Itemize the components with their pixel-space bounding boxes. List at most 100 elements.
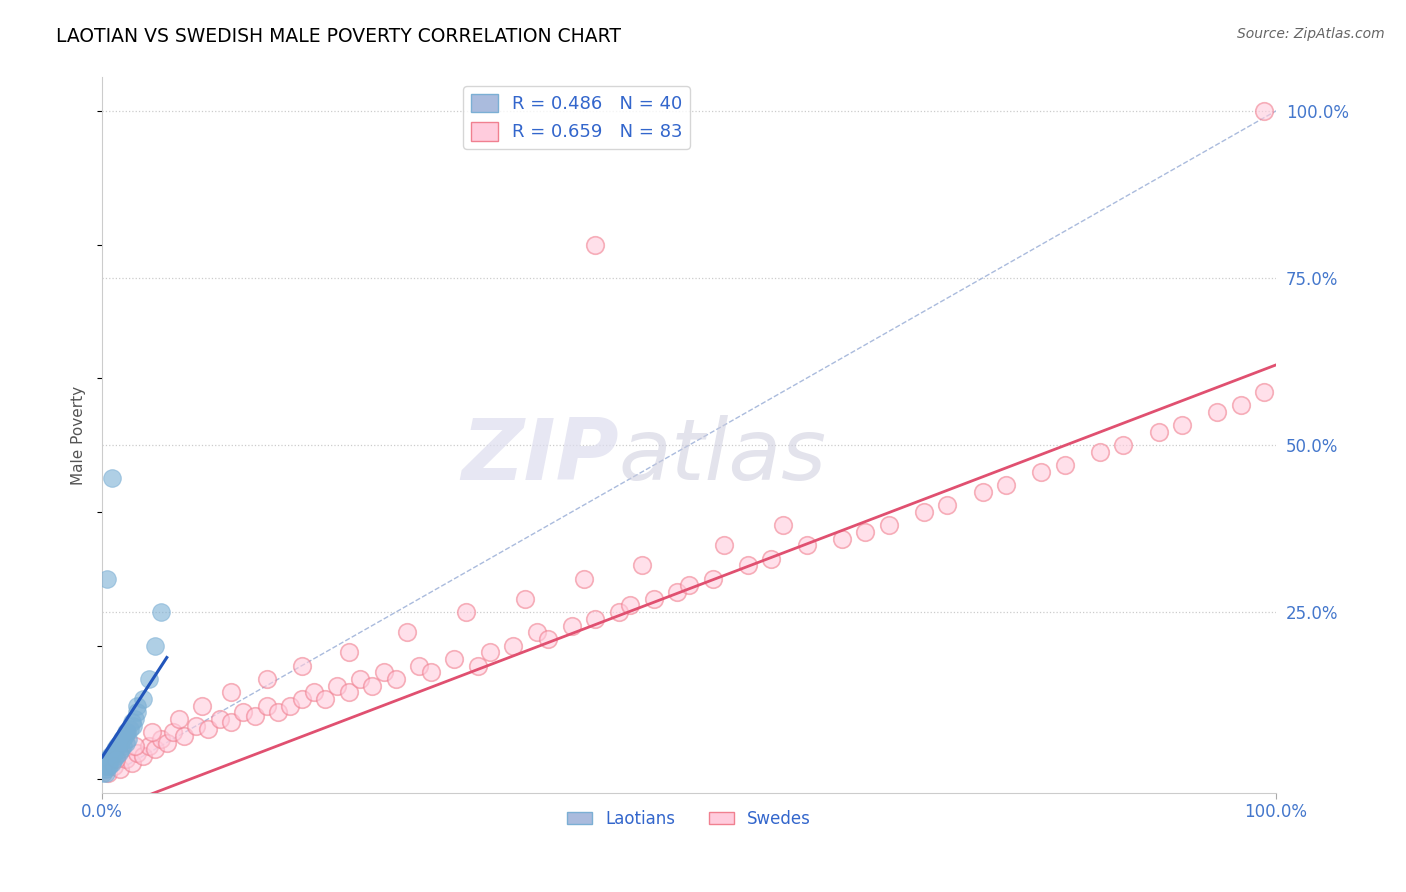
Point	[108, 762, 131, 776]
Point	[138, 739, 160, 753]
Point	[124, 712, 146, 726]
Point	[337, 685, 360, 699]
Point	[467, 658, 489, 673]
Point	[184, 719, 207, 733]
Point	[96, 572, 118, 586]
Point	[143, 639, 166, 653]
Point	[167, 712, 190, 726]
Point	[349, 672, 371, 686]
Point	[761, 551, 783, 566]
Point	[124, 739, 146, 753]
Point	[127, 706, 149, 720]
Point	[149, 732, 172, 747]
Point	[713, 538, 735, 552]
Point	[93, 765, 115, 780]
Point	[396, 625, 419, 640]
Text: atlas: atlas	[619, 415, 827, 498]
Point	[583, 237, 606, 252]
Point	[912, 505, 935, 519]
Point	[666, 585, 689, 599]
Point	[267, 706, 290, 720]
Point	[337, 645, 360, 659]
Point	[100, 752, 122, 766]
Point	[103, 752, 125, 766]
Point	[105, 748, 128, 763]
Text: Source: ZipAtlas.com: Source: ZipAtlas.com	[1237, 27, 1385, 41]
Point	[132, 692, 155, 706]
Point	[114, 735, 136, 749]
Point	[995, 478, 1018, 492]
Point	[111, 732, 134, 747]
Point	[138, 672, 160, 686]
Point	[143, 742, 166, 756]
Point	[93, 759, 115, 773]
Point	[256, 698, 278, 713]
Point	[631, 558, 654, 573]
Point	[127, 698, 149, 713]
Point	[114, 725, 136, 739]
Point	[100, 756, 122, 770]
Text: LAOTIAN VS SWEDISH MALE POVERTY CORRELATION CHART: LAOTIAN VS SWEDISH MALE POVERTY CORRELAT…	[56, 27, 621, 45]
Point	[114, 752, 136, 766]
Point	[1206, 404, 1229, 418]
Point	[737, 558, 759, 573]
Point	[643, 591, 665, 606]
Point	[243, 708, 266, 723]
Point	[526, 625, 548, 640]
Point	[191, 698, 214, 713]
Point	[877, 518, 900, 533]
Point	[1253, 384, 1275, 399]
Point	[1171, 417, 1194, 432]
Point	[104, 742, 127, 756]
Point	[408, 658, 430, 673]
Point	[537, 632, 560, 646]
Point	[197, 722, 219, 736]
Point	[1053, 458, 1076, 472]
Point	[100, 748, 122, 763]
Point	[1031, 465, 1053, 479]
Point	[115, 725, 138, 739]
Point	[831, 532, 853, 546]
Point	[702, 572, 724, 586]
Point	[156, 735, 179, 749]
Point	[513, 591, 536, 606]
Point	[208, 712, 231, 726]
Point	[619, 599, 641, 613]
Point	[502, 639, 524, 653]
Point	[796, 538, 818, 552]
Point	[1112, 438, 1135, 452]
Point	[443, 652, 465, 666]
Point	[583, 612, 606, 626]
Point	[384, 672, 406, 686]
Point	[120, 722, 142, 736]
Point	[256, 672, 278, 686]
Point	[121, 715, 143, 730]
Point	[97, 752, 120, 766]
Point	[419, 665, 441, 680]
Point	[103, 759, 125, 773]
Point	[278, 698, 301, 713]
Point	[96, 756, 118, 770]
Point	[972, 484, 994, 499]
Point	[1230, 398, 1253, 412]
Point	[132, 748, 155, 763]
Point	[361, 679, 384, 693]
Point	[561, 618, 583, 632]
Point	[326, 679, 349, 693]
Point	[607, 605, 630, 619]
Point	[94, 762, 117, 776]
Point	[127, 746, 149, 760]
Text: ZIP: ZIP	[461, 415, 619, 498]
Point	[314, 692, 336, 706]
Point	[478, 645, 501, 659]
Point	[173, 729, 195, 743]
Point	[117, 732, 139, 747]
Point	[291, 658, 314, 673]
Point	[112, 739, 135, 753]
Point	[105, 752, 128, 766]
Point	[141, 725, 163, 739]
Point	[302, 685, 325, 699]
Point	[1147, 425, 1170, 439]
Point	[100, 471, 122, 485]
Point	[101, 746, 124, 760]
